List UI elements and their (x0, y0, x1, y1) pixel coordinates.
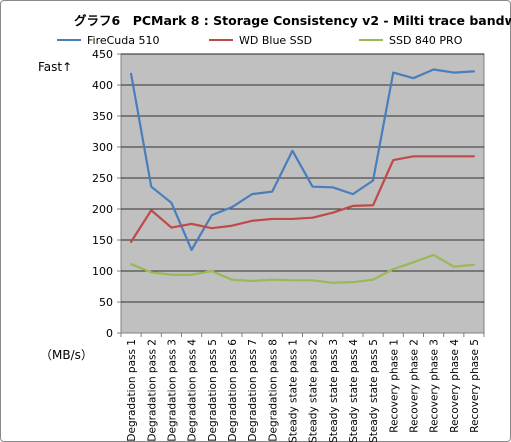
y-tick-label-4: 200 (92, 203, 113, 216)
x-tick-label-2: Degradation pass 3 (166, 339, 178, 442)
legend-label-1: WD Blue SSD (239, 33, 313, 47)
x-tick-label-13: Recovery phase 1 (388, 339, 400, 433)
y-tick-label-0: 0 (106, 327, 113, 340)
x-tick-label-12: Steady state pass 5 (368, 339, 380, 442)
legend-item-2: SSD 840 PRO (359, 32, 462, 48)
x-tick-label-10: Steady state pass 3 (328, 339, 340, 442)
legend-swatch-0 (57, 39, 81, 41)
x-tick-label-17: Recovery phase 5 (469, 339, 481, 433)
y-tick-label-7: 350 (92, 110, 113, 123)
unit-label: （MB/s） (40, 348, 93, 362)
x-tick-label-16: Recovery phase 4 (449, 339, 461, 433)
y-tick-label-9: 450 (92, 48, 113, 61)
x-tick-label-14: Recovery phase 2 (408, 339, 420, 433)
series-line-0 (129, 68, 476, 252)
y-tick-label-3: 150 (92, 234, 113, 247)
y-tick-label-8: 400 (92, 79, 113, 92)
legend-swatch-1 (209, 39, 233, 41)
y-tick-label-2: 100 (92, 265, 113, 278)
chart-title: グラフ6 PCMark 8 : Storage Consistency v2 -… (74, 13, 511, 28)
x-tick-label-6: Degradation pass 7 (247, 339, 259, 442)
plot-area (120, 53, 485, 334)
x-tick-label-15: Recovery phase 3 (429, 339, 441, 433)
y-tick-label-6: 300 (92, 141, 113, 154)
chart-legend: FireCuda 510 WD Blue SSD SSD 840 PRO (0, 32, 511, 48)
legend-item-0: FireCuda 510 (57, 32, 160, 48)
x-tick-label-9: Steady state pass 2 (308, 339, 320, 442)
x-tick-label-3: Degradation pass 4 (187, 339, 199, 442)
x-tick-label-0: Degradation pass 1 (126, 339, 138, 442)
x-tick-label-11: Steady state pass 4 (348, 339, 360, 442)
y-tick-label-5: 250 (92, 172, 113, 185)
series-line-1 (129, 155, 476, 243)
y-tick-label-1: 50 (99, 296, 113, 309)
x-tick-label-8: Steady state pass 1 (287, 339, 299, 442)
x-tick-label-4: Degradation pass 5 (207, 339, 219, 442)
fast-annotation: Fast↑ (38, 60, 73, 74)
legend-item-1: WD Blue SSD (209, 32, 312, 48)
legend-swatch-2 (359, 39, 383, 41)
legend-label-0: FireCuda 510 (87, 33, 160, 47)
legend-label-2: SSD 840 PRO (389, 33, 463, 47)
x-tick-label-7: Degradation pass 8 (267, 339, 279, 442)
x-tick-label-1: Degradation pass 2 (146, 339, 158, 442)
series-line-2 (129, 253, 476, 284)
x-tick-label-5: Degradation pass 6 (227, 339, 239, 442)
